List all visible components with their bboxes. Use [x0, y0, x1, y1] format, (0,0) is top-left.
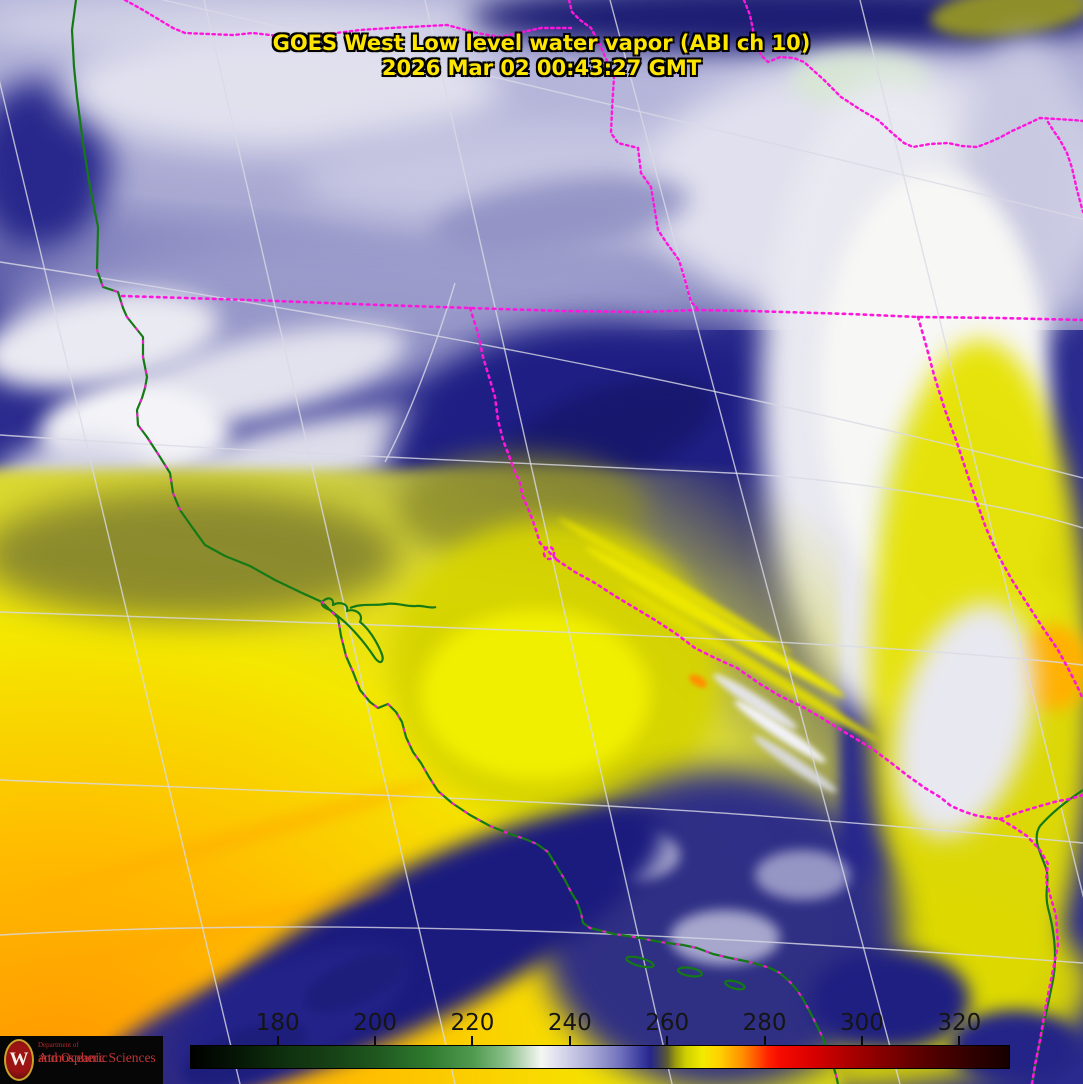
cloud-blob: [755, 850, 850, 900]
border-ca-nv-120w: [468, 306, 559, 562]
logo-dept-label: Department of: [38, 1041, 79, 1049]
colorbar-tick-mark: [276, 1036, 279, 1046]
title-line-2: 2026 Mar 02 00:43:27 GMT: [381, 56, 702, 80]
border-nv-ut: [916, 315, 1083, 702]
logo-name-line-2: and Oceanic Sciences: [38, 1050, 156, 1065]
image-title: GOES West Low level water vapor (ABI ch …: [92, 31, 992, 81]
colorbar-tick-label: 280: [742, 1010, 787, 1036]
colorbar: 180 200 220 240 260 280 300 320: [0, 1005, 1083, 1084]
colorbar-tick-label: 240: [547, 1010, 592, 1036]
colorbar-tick-label: 220: [450, 1010, 495, 1036]
border-ut-az: [998, 793, 1083, 821]
border-or-id: [567, 0, 699, 310]
colorbar-tick-label: 260: [645, 1010, 690, 1036]
colorbar-tick-mark: [860, 1036, 863, 1046]
logo-text: Department of Atmospheric and Oceanic Sc…: [38, 1041, 162, 1065]
uw-crest-shield-icon: W: [4, 1039, 34, 1081]
colorbar-tick-mark: [666, 1036, 669, 1046]
border-wa-or: [123, 0, 573, 39]
cloud-blob: [0, 490, 400, 620]
colorbar-tick-label: 300: [839, 1010, 884, 1036]
border-mt-id: [742, 0, 1083, 149]
channel-island: [677, 966, 703, 978]
cloud-blob: [810, 950, 970, 1050]
uw-aos-logo: W Department of Atmospheric and Oceanic …: [0, 1036, 163, 1084]
colorbar-tick-mark: [958, 1036, 961, 1046]
logo-name-line-1: Atmospheric: [38, 1050, 108, 1065]
channel-island: [724, 979, 746, 991]
border-ca-nv-diagonal: [555, 558, 1060, 1084]
delta-rivers: [349, 602, 437, 610]
colorbar-tick-mark: [568, 1036, 571, 1046]
cloud-blob: [420, 610, 650, 780]
coastline: [70, 0, 1083, 1084]
colorbar-tick-label: 180: [255, 1010, 300, 1036]
title-line-1: GOES West Low level water vapor (ABI ch …: [272, 31, 811, 55]
colorbar-tick-label: 200: [353, 1010, 397, 1036]
crest-monogram: W: [9, 1049, 29, 1070]
colorbar-tick-mark: [374, 1036, 377, 1046]
colorbar-tick-mark: [471, 1036, 474, 1046]
colorbar-tick-label: 320: [937, 1010, 982, 1036]
border-id-wy: [1046, 120, 1083, 214]
colorbar-gradient: [190, 1045, 1010, 1069]
colorbar-tick-mark: [763, 1036, 766, 1046]
state-border-lines: [120, 0, 1083, 1084]
channel-island: [625, 955, 655, 969]
border-42n: [120, 294, 1083, 322]
lake-tahoe-outline: [542, 545, 556, 561]
